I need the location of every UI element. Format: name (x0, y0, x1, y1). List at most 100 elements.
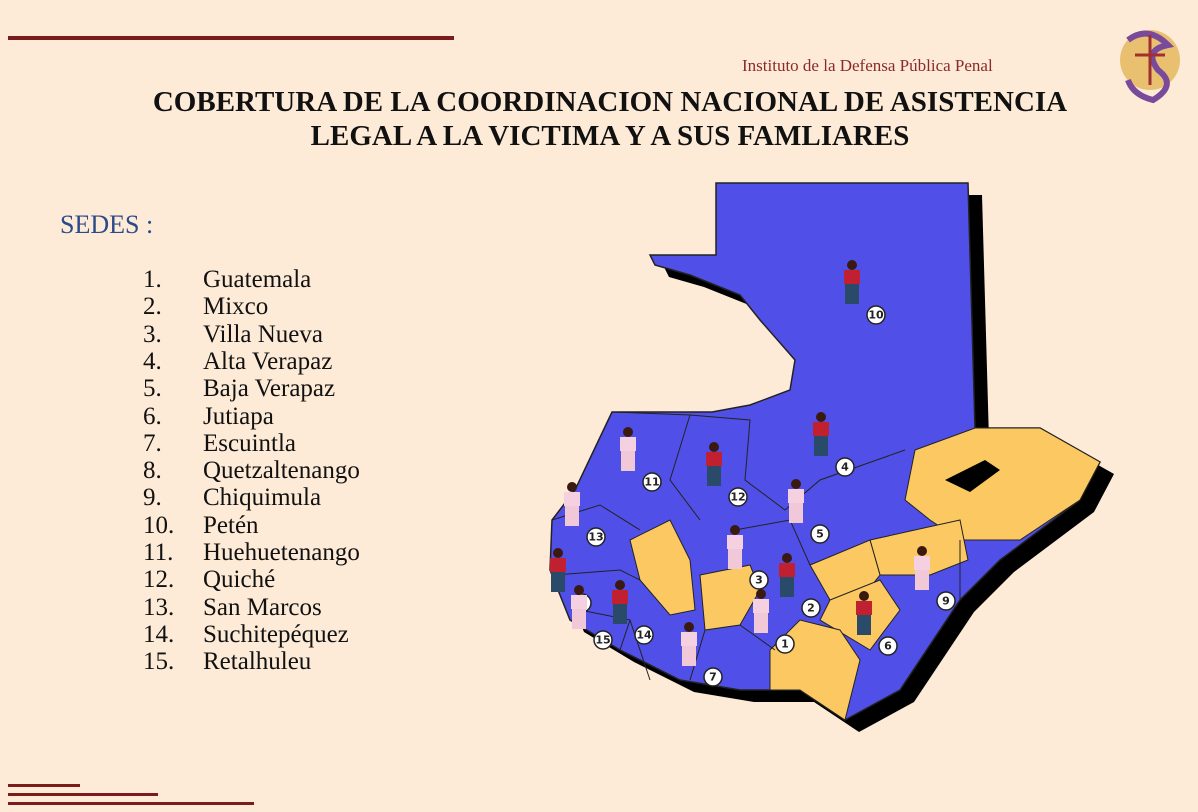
figure-top (564, 492, 580, 506)
figure-top (813, 422, 829, 436)
figure-top (788, 489, 804, 503)
item-name: Guatemala (203, 266, 312, 293)
figure-head (791, 479, 801, 489)
figure-skirt (845, 284, 859, 304)
figure-head (684, 622, 694, 632)
sede-marker: 14 (612, 580, 654, 645)
figure-head (730, 525, 740, 535)
marker-circle (703, 667, 723, 687)
figure-head (574, 585, 584, 595)
item-name: Retalhuleu (203, 648, 312, 676)
figure-head (553, 548, 563, 558)
sede-marker: 4 (813, 412, 855, 477)
figure-skirt (780, 577, 794, 597)
item-name: Villa Nueva (203, 320, 323, 348)
figure-top (612, 590, 628, 604)
marker-circle (810, 524, 830, 544)
item-number: 10. (143, 511, 175, 539)
sedes-label: SEDES : (60, 210, 154, 239)
sede-marker: 13 (564, 482, 606, 547)
figure-top (856, 601, 872, 615)
figure-skirt (789, 503, 803, 523)
figure-skirt (754, 613, 768, 633)
figure-head (615, 580, 625, 590)
figure-skirt (572, 609, 586, 629)
marker-label: 13 (588, 531, 603, 544)
item-number: 2. (143, 293, 162, 321)
title-line: LEGAL A LA VICTIMA Y A SUS FAMLIARES (310, 120, 910, 152)
marker-circle (775, 634, 795, 654)
item-number: 3. (143, 320, 162, 348)
marker-label: 6 (884, 640, 892, 653)
marker-circle (749, 570, 769, 590)
marker-circle (835, 457, 855, 477)
figure-top (779, 563, 795, 577)
marker-label: 12 (730, 491, 745, 504)
item-name: Quetzaltenango (203, 457, 360, 485)
figure-skirt (915, 570, 929, 590)
item-number: 14. (143, 620, 175, 648)
figure-skirt (857, 615, 871, 635)
sede-marker: 10 (844, 260, 886, 325)
item-name: Chiquimula (203, 484, 322, 512)
item-name: Jutiapa (203, 402, 274, 430)
sede-marker: 15 (571, 585, 613, 650)
item-name: Petén (203, 511, 259, 539)
item-name: Huehuetenango (203, 539, 360, 566)
logo (1120, 30, 1180, 104)
sede-marker: 6 (856, 591, 898, 656)
figure-skirt (728, 549, 742, 569)
item-name: Alta Verapaz (203, 347, 333, 375)
sede-marker: 11 (620, 427, 662, 492)
marker-circle (801, 598, 821, 618)
marker-label: 7 (709, 671, 717, 684)
item-name: San Marcos (203, 593, 322, 621)
item-number: 9. (143, 484, 162, 512)
figure-top (914, 556, 930, 570)
marker-label: 3 (755, 574, 763, 587)
figure-top (844, 270, 860, 284)
marker-circle (634, 625, 654, 645)
bottom-rule (8, 784, 80, 787)
marker-label: 9 (942, 595, 950, 608)
marker-circle (593, 630, 613, 650)
sede-marker: 1 (753, 589, 795, 654)
sede-marker: 9 (914, 546, 956, 611)
marker-label: 1 (781, 638, 789, 651)
figure-skirt (551, 572, 565, 592)
marker-label: 4 (841, 461, 849, 474)
figure-skirt (613, 604, 627, 624)
figure-top (681, 632, 697, 646)
item-number: 7. (143, 429, 162, 457)
figure-head (782, 553, 792, 563)
figure-top (727, 535, 743, 549)
figure-top (753, 599, 769, 613)
item-number: 8. (143, 457, 162, 485)
figure-head (623, 427, 633, 437)
title-line: COBERTURA DE LA COORDINACION NACIONAL DE… (152, 86, 1068, 118)
marker-circle (586, 527, 606, 547)
item-number: 13. (143, 593, 175, 621)
figure-skirt (707, 466, 721, 486)
item-name: Quiché (203, 566, 276, 594)
item-number: 4. (143, 347, 162, 375)
figure-head (847, 260, 857, 270)
figure-top (550, 558, 566, 572)
marker-label: 5 (816, 528, 824, 541)
item-number: 6. (143, 402, 162, 430)
marker-label: 2 (807, 602, 815, 615)
marker-circle (642, 472, 662, 492)
item-name: Mixco (203, 293, 269, 321)
marker-circle (728, 487, 748, 507)
figure-top (620, 437, 636, 451)
marker-circle (936, 591, 956, 611)
bottom-rule (8, 793, 158, 796)
item-name: Escuintla (203, 429, 297, 457)
marker-label: 15 (595, 634, 610, 647)
marker-label: 14 (636, 629, 652, 642)
sede-marker: 3 (727, 525, 769, 590)
item-number: 12. (143, 566, 175, 594)
top-rule (8, 36, 454, 40)
item-name: Suchitepéquez (203, 620, 349, 648)
